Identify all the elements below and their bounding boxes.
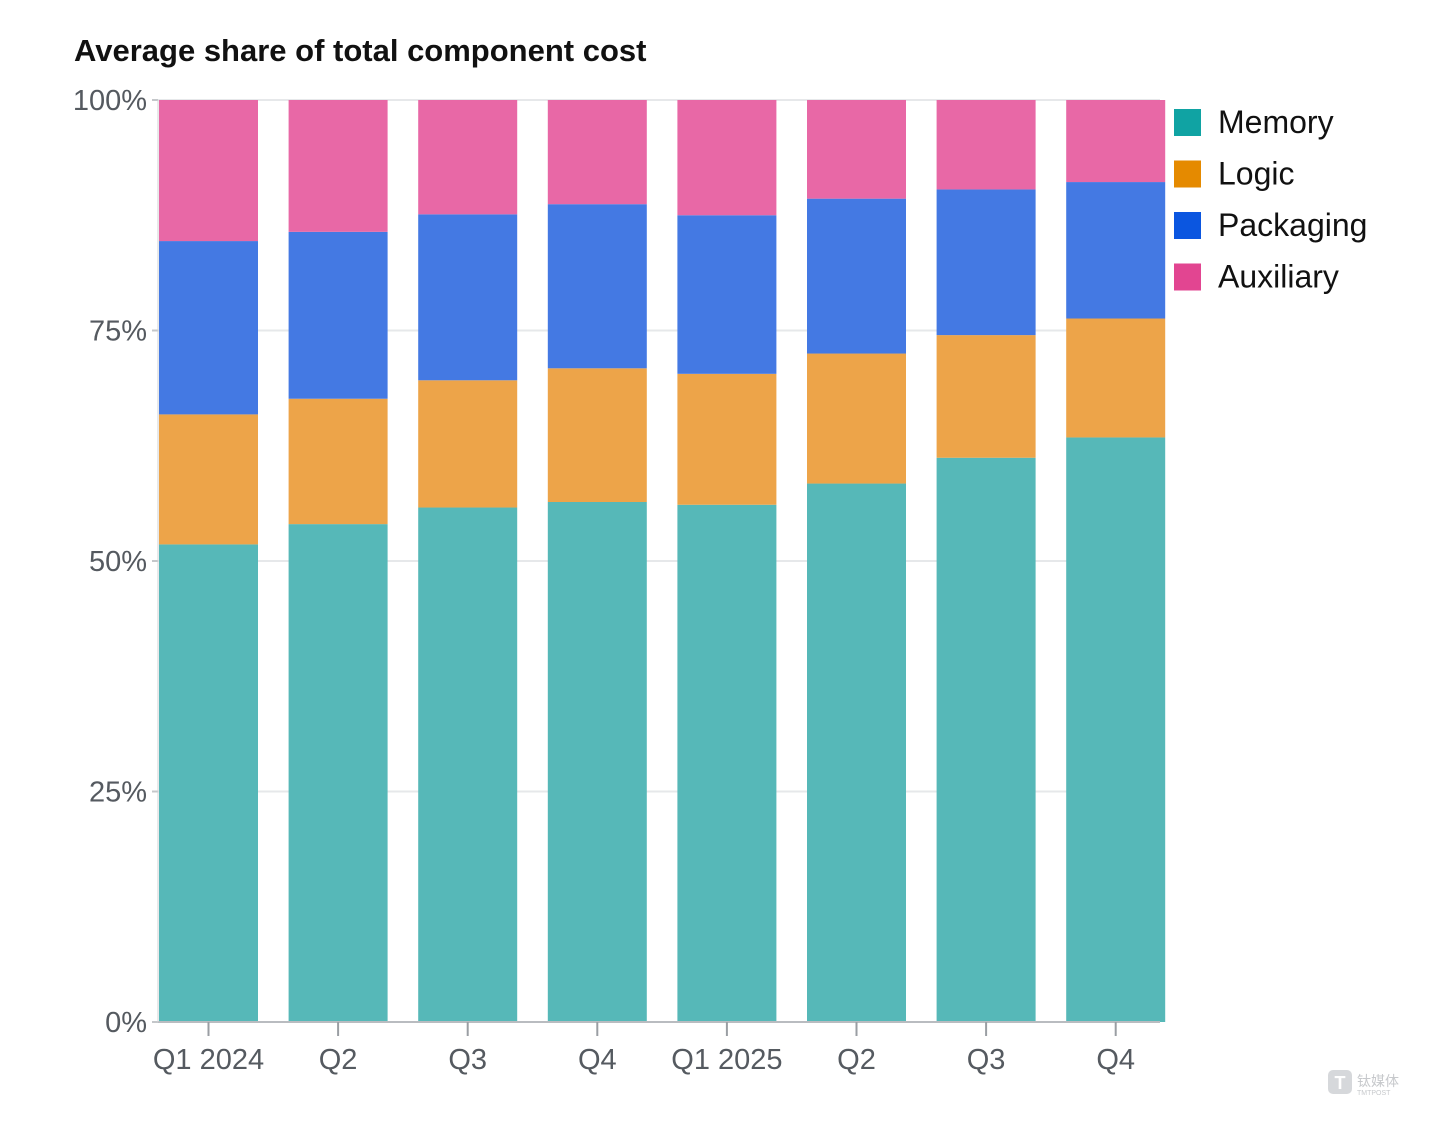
bar-segment-memory [418,507,518,1022]
bar-segment-memory [807,483,906,1022]
legend-swatch-memory [1174,109,1201,136]
watermark-logo-letter: T [1335,1073,1346,1093]
bar-segment-memory [159,544,258,1022]
bar-segment-logic [677,373,777,505]
watermark-text-en: TMTPOST [1357,1090,1391,1097]
bar-segment-logic [1066,318,1166,438]
x-tick-label: Q1 2025 [671,1044,782,1076]
chart-title: Average share of total component cost [74,33,646,68]
legend-swatch-logic [1174,160,1201,188]
bar-segment-memory [936,457,1036,1023]
bar-segment-logic [547,368,647,502]
y-tick-label: 25% [89,777,147,809]
bar-segment-auxiliary [418,100,518,215]
y-tick-label: 0% [105,1007,147,1039]
legend-swatch-auxiliary [1174,263,1201,291]
y-tick-label: 50% [89,546,147,578]
bar-segment-auxiliary [547,100,647,205]
legend: Memory Logic Packaging Auxiliary [1174,104,1367,295]
bar-segment-auxiliary [677,100,777,216]
y-tick-label: 100% [73,85,147,117]
legend-label-logic: Logic [1218,156,1295,192]
bar-segment-packaging [677,215,777,374]
watermark-logo-icon [1328,1070,1352,1094]
bar-segment-memory [677,504,777,1022]
bar-segment-auxiliary [288,100,388,232]
x-tick-label: Q3 [967,1044,1006,1076]
bar-segment-logic [807,353,906,484]
bar-segment-packaging [547,204,647,369]
bar-segment-memory [547,501,647,1022]
legend-label-packaging: Packaging [1218,207,1367,243]
watermark-text-cn: 钛媒体 [1357,1073,1399,1089]
x-tick-label: Q3 [448,1044,487,1076]
bar-segment-packaging [418,214,518,381]
bar-segment-auxiliary [159,100,258,242]
bar-segment-logic [159,414,258,545]
bars [159,100,1166,1023]
bar-segment-logic [418,380,518,508]
x-tick-label: Q4 [578,1044,617,1076]
legend-swatch-packaging [1174,212,1201,239]
y-tick-label: 75% [89,316,147,348]
bar-segment-packaging [807,198,906,354]
bar-segment-packaging [1066,182,1166,319]
bar-segment-memory [288,524,388,1022]
bar-segment-auxiliary [936,100,1036,190]
bar-segment-auxiliary [1066,100,1166,183]
bar-segment-packaging [936,189,1036,336]
bar-segment-logic [288,398,388,525]
axes: 0% 25% 50% 75% 100% Q1 2024 Q2 Q3 Q4 Q1 2025 Q2 Q3 Q… [73,85,1160,1076]
legend-label-auxiliary: Auxiliary [1218,259,1339,295]
x-tick-label: Q1 2024 [153,1044,264,1076]
x-tick-label: Q2 [319,1044,358,1076]
legend-label-memory: Memory [1218,104,1334,140]
bar-segment-packaging [159,241,258,415]
bar-segment-auxiliary [807,100,906,199]
x-tick-label: Q2 [837,1044,876,1076]
x-tick-label: Q4 [1096,1044,1135,1076]
bar-segment-packaging [288,231,388,399]
bar-segment-logic [936,335,1036,458]
bar-segment-memory [1066,437,1166,1022]
